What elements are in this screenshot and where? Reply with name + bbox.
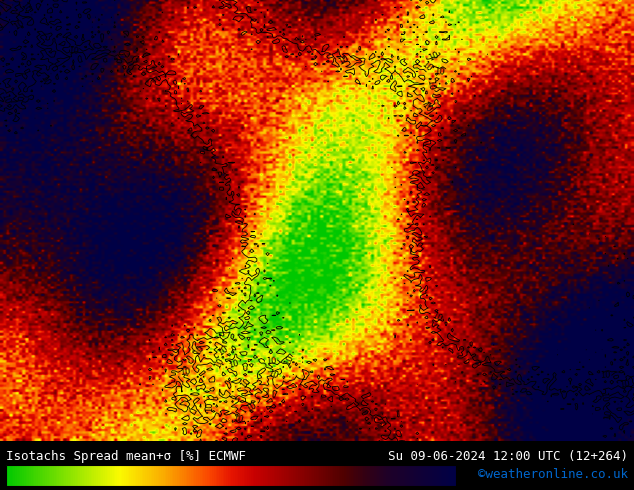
Text: 10: 10 bbox=[193, 343, 206, 357]
Text: 10: 10 bbox=[604, 408, 614, 420]
Text: 10: 10 bbox=[205, 401, 214, 412]
Text: 10: 10 bbox=[420, 60, 434, 74]
Text: 10: 10 bbox=[283, 353, 295, 367]
Text: ©weatheronline.co.uk: ©weatheronline.co.uk bbox=[477, 468, 628, 481]
Text: 10: 10 bbox=[68, 46, 79, 56]
Text: 10: 10 bbox=[427, 50, 440, 63]
Text: 10: 10 bbox=[420, 100, 434, 114]
Text: 10: 10 bbox=[18, 1, 32, 15]
Text: 10: 10 bbox=[266, 356, 276, 366]
Text: 10: 10 bbox=[179, 367, 190, 377]
Text: 10: 10 bbox=[214, 357, 226, 370]
Text: 10: 10 bbox=[227, 359, 240, 370]
Text: 10: 10 bbox=[598, 391, 609, 402]
Text: 10: 10 bbox=[0, 92, 11, 105]
Text: 10: 10 bbox=[600, 370, 611, 380]
Text: 10: 10 bbox=[216, 344, 230, 358]
Text: 10: 10 bbox=[245, 401, 259, 414]
Text: 10: 10 bbox=[619, 379, 631, 390]
Text: 10: 10 bbox=[13, 18, 26, 31]
Text: 10: 10 bbox=[425, 79, 435, 91]
Text: 10: 10 bbox=[231, 413, 244, 424]
Text: 10: 10 bbox=[337, 54, 351, 67]
Text: Isotachs Spread mean+σ [%] ECMWF: Isotachs Spread mean+σ [%] ECMWF bbox=[6, 450, 247, 463]
Text: 10: 10 bbox=[238, 377, 252, 391]
Text: 10: 10 bbox=[430, 311, 443, 323]
Text: Su 09-06-2024 12:00 UTC (12+264): Su 09-06-2024 12:00 UTC (12+264) bbox=[387, 450, 628, 463]
Text: 10: 10 bbox=[434, 67, 445, 77]
Text: 10: 10 bbox=[38, 74, 51, 87]
Text: 10: 10 bbox=[266, 368, 280, 381]
